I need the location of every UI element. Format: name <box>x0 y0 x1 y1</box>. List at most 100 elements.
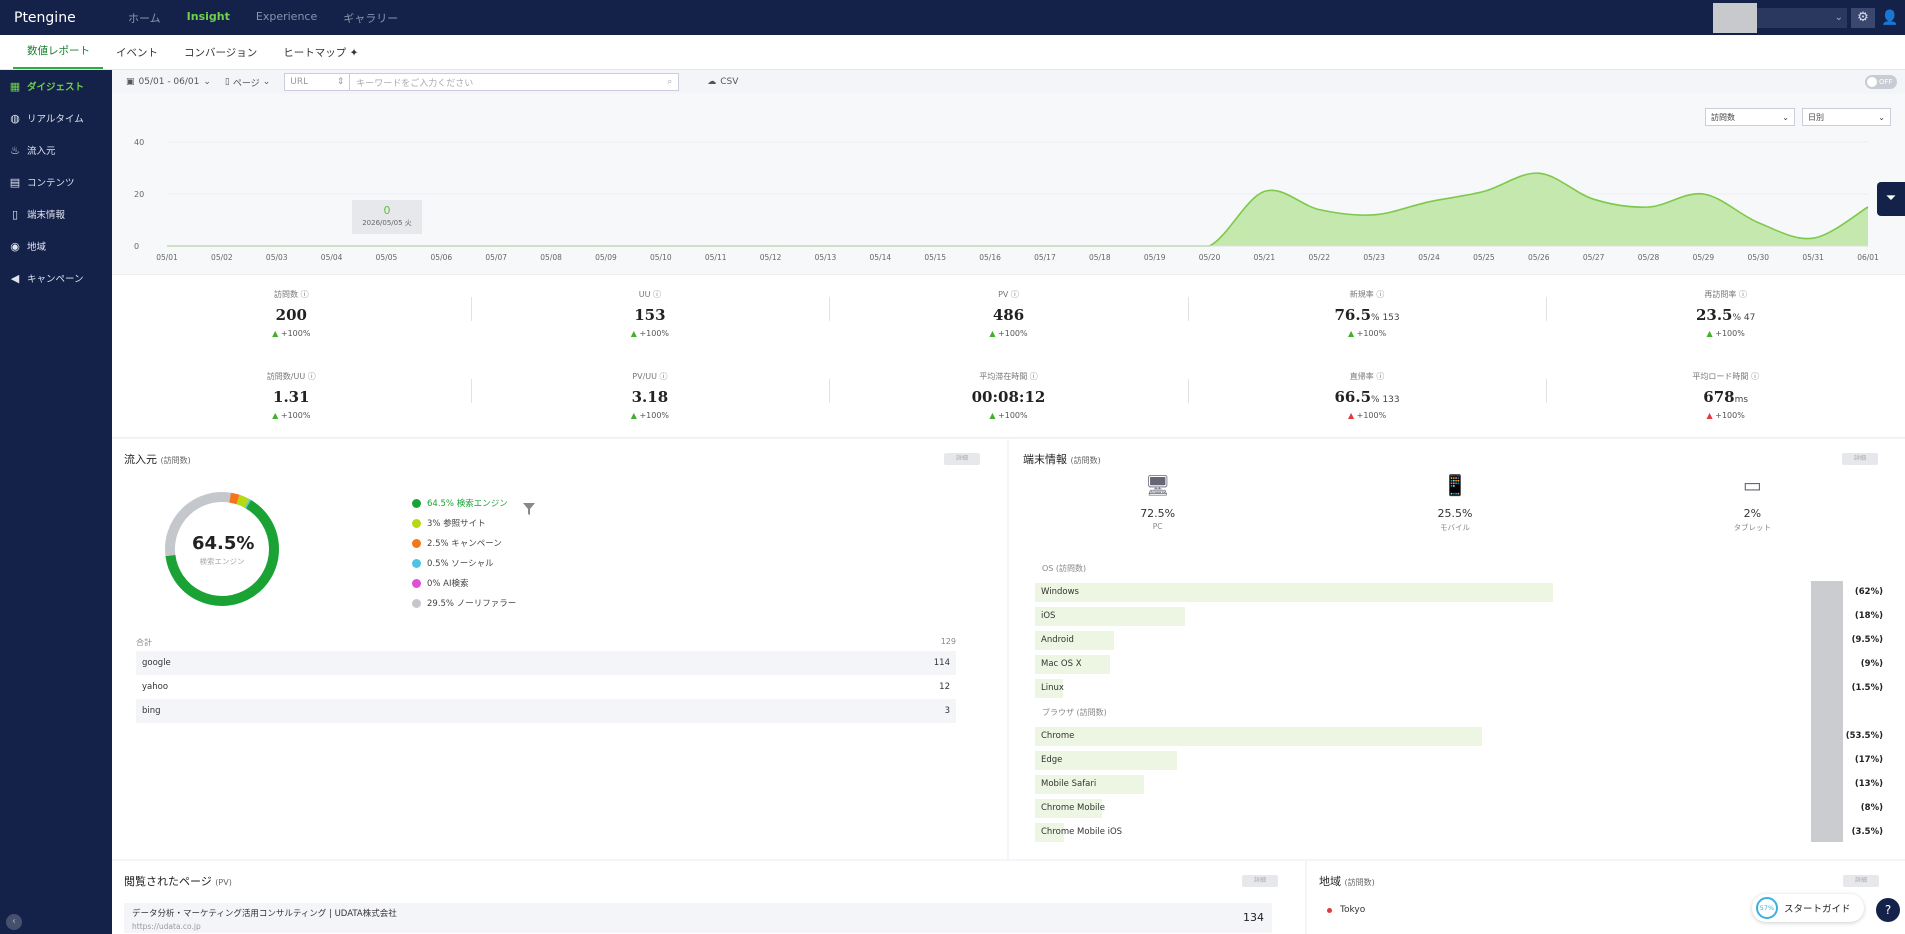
bar-percent: (8%) <box>1860 803 1883 813</box>
csv-export-button[interactable]: ☁ CSV <box>707 77 739 87</box>
sidebar-item-digest[interactable]: ▦ ダイジェスト <box>9 79 85 94</box>
url-type-select[interactable]: URL ⇕ <box>284 73 351 91</box>
megaphone-icon: ◀ <box>10 271 20 285</box>
bar-item[interactable]: Chrome <box>1035 727 1483 746</box>
stat-label: 訪問数 ⓘ <box>274 290 309 299</box>
legend-dot-icon <box>412 598 421 608</box>
granularity-select[interactable]: 日別 ⌄ <box>1802 108 1891 126</box>
start-guide-button[interactable]: 57% スタートガイド <box>1752 894 1864 922</box>
info-icon[interactable]: ⓘ <box>1376 290 1385 299</box>
info-icon[interactable]: ⓘ <box>1010 290 1019 299</box>
info-icon[interactable]: ⓘ <box>1750 372 1759 381</box>
project-select[interactable]: ⌄ <box>1757 7 1847 28</box>
region-title: 地域 (訪問数) <box>1319 875 1375 888</box>
x-tick-label: 05/23 <box>1363 253 1385 262</box>
legend-item[interactable]: 0.5% ソーシャル <box>412 553 516 573</box>
bar-item[interactable]: Chrome Mobile <box>1035 799 1105 818</box>
donut-slice[interactable] <box>244 499 252 509</box>
nav-gallery[interactable]: ギャラリー <box>343 11 399 25</box>
info-icon[interactable]: ⓘ <box>653 290 662 299</box>
info-icon[interactable]: ⓘ <box>659 372 668 381</box>
toggle-switch[interactable]: OFF <box>1865 75 1897 89</box>
traffic-detail-button[interactable]: 詳細 <box>944 453 980 465</box>
table-row[interactable]: google 114 <box>136 651 956 675</box>
legend-item[interactable]: 3% 参照サイト <box>412 513 516 533</box>
page-row[interactable]: データ分析・マーケティング活用コンサルティング | UDATA株式会社 http… <box>124 903 1272 933</box>
user-icon[interactable]: 👤 <box>1881 9 1899 26</box>
donut-slice[interactable] <box>165 492 231 557</box>
bar-item[interactable]: Windows <box>1035 583 1554 602</box>
sidebar-item-campaign[interactable]: ◀ キャンペーン <box>0 262 112 294</box>
info-icon[interactable]: ⓘ <box>300 290 309 299</box>
x-tick-label: 05/16 <box>979 253 1001 262</box>
donut-slice[interactable] <box>236 494 250 508</box>
info-icon[interactable]: ⓘ <box>307 372 316 381</box>
legend-item[interactable]: 2.5% キャンペーン <box>412 533 516 553</box>
triangle-up-icon: ▲ <box>1706 411 1713 420</box>
sidebar-item-content[interactable]: ▤ コンテンツ <box>9 175 75 190</box>
bar-percent: (3.5%) <box>1851 827 1883 837</box>
bar-item[interactable]: Linux <box>1035 679 1064 698</box>
legend-item[interactable]: 29.5% ノーリファラー <box>412 593 516 613</box>
stat-value: 678ms <box>1703 388 1749 406</box>
bar-item[interactable]: Mobile Safari <box>1035 775 1144 794</box>
legend-item[interactable]: 64.5% 検索エンジン <box>412 493 516 513</box>
device-mobile[interactable]: 📱 25.5% モバイル <box>1306 473 1603 533</box>
search-icon[interactable]: ⌕ <box>667 77 673 87</box>
sidebar-item-region[interactable]: ◉ 地域 <box>0 230 112 262</box>
sidebar-item-device[interactable]: ▯ 端末情報 <box>0 198 112 230</box>
keyword-search-input[interactable]: キーワードをご入力ください ⌕ <box>350 73 680 91</box>
device-pc[interactable]: 🖥 72.5% PC <box>1009 473 1306 533</box>
scroll-column <box>1811 581 1843 842</box>
tab-heatmap[interactable]: ヒートマップ ✦ <box>283 47 359 59</box>
region-row[interactable]: Tokyo <box>1327 905 1365 915</box>
bar-item[interactable]: Mac OS X <box>1035 655 1111 674</box>
bar-item[interactable]: Android <box>1035 631 1115 650</box>
bar-item[interactable]: Edge <box>1035 751 1178 770</box>
help-icon[interactable]: ? <box>1876 898 1900 922</box>
settings-gear-icon[interactable]: ⚙ <box>1851 7 1875 28</box>
x-tick-label: 05/04 <box>321 253 343 262</box>
tab-numeric-report[interactable]: 数値レポート <box>13 43 103 69</box>
pages-detail-button[interactable]: 詳細 <box>1242 875 1278 887</box>
stats-row-2: 訪問数/UU ⓘ 1.31 ▲ +100% PV/UU ⓘ 3.18 ▲ +100% 平均滞… <box>112 359 1905 420</box>
nav-insight[interactable]: Insight <box>186 9 230 23</box>
device-detail-button[interactable]: 詳細 <box>1842 453 1878 465</box>
funnel-filter-icon[interactable] <box>522 502 536 516</box>
filter-panel-icon[interactable]: ⏷ <box>1877 182 1905 216</box>
page-scope-select[interactable]: ▯ ページ ⌄ <box>224 77 271 89</box>
legend-item[interactable]: 0% AI検索 <box>412 573 516 593</box>
device-tablet[interactable]: ▭ 2% タブレット <box>1604 473 1901 533</box>
info-icon[interactable]: ⓘ <box>1376 372 1385 381</box>
metric-select[interactable]: 訪問数 ⌄ <box>1705 108 1795 126</box>
y-tick-label: 40 <box>134 138 144 147</box>
trend-chart[interactable]: 0 20 40 05/01 05/02 05/03 05/04 05/05 05/06 05/07… <box>112 94 1905 274</box>
stat-change: ▲ +100% <box>989 329 1028 338</box>
stat-card: 再訪問率 ⓘ 23.5% 47 ▲ +100% <box>1546 277 1905 338</box>
tab-conversion[interactable]: コンバージョン <box>184 47 258 59</box>
info-icon[interactable]: ⓘ <box>1738 290 1747 299</box>
traffic-donut-chart[interactable] <box>162 489 282 609</box>
collapse-sidebar-icon[interactable]: ‹ <box>6 914 22 930</box>
account-avatar[interactable] <box>1713 2 1757 33</box>
table-row[interactable]: bing 3 <box>136 699 956 723</box>
region-detail-button[interactable]: 詳細 <box>1843 875 1879 887</box>
tab-event[interactable]: イベント <box>116 47 158 59</box>
date-range-picker[interactable]: ▣ 05/01 - 06/01 ⌄ <box>126 77 211 87</box>
stat-change: ▲ +100% <box>1706 411 1745 420</box>
donut-slice[interactable] <box>165 499 279 606</box>
sidebar-item-traffic[interactable]: ♨ 流入元 <box>0 134 112 166</box>
bar-item[interactable]: iOS <box>1035 607 1186 626</box>
info-icon[interactable]: ⓘ <box>1029 372 1038 381</box>
nav-experience[interactable]: Experience <box>255 9 318 23</box>
stat-card: 訪問数/UU ⓘ 1.31 ▲ +100% <box>112 359 471 420</box>
filter-bar: ▣ 05/01 - 06/01 ⌄ ▯ ページ ⌄ URL ⇕ キーワードをご入… <box>112 70 1905 94</box>
donut-slice[interactable] <box>229 492 240 505</box>
bar-item[interactable]: Chrome Mobile iOS <box>1035 823 1122 842</box>
sidebar-item-realtime[interactable]: ◍ リアルタイム <box>0 102 112 134</box>
nav-home[interactable]: ホーム <box>128 11 161 25</box>
table-row[interactable]: yahoo 12 <box>136 675 956 699</box>
app-logo[interactable]: Ptengine <box>14 9 76 26</box>
x-tick-label: 05/11 <box>705 253 727 262</box>
table-header: 合計 129 <box>136 637 956 647</box>
